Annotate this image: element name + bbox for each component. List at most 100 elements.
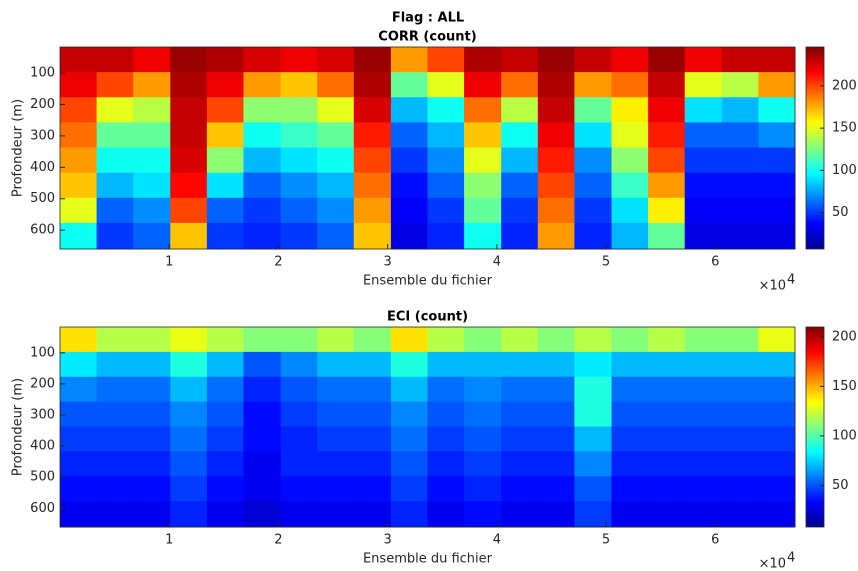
heatmap-cell [684,451,723,477]
heatmap-cell [721,197,759,224]
heatmap-cell [574,327,613,353]
heatmap-cell [464,147,502,174]
heatmap-cell [390,197,428,224]
heatmap-cell [537,72,575,98]
y-axis-label: Profondeur (m) [11,378,26,476]
heatmap-cell [60,351,98,378]
heatmap-cell [758,97,796,123]
heatmap-cell [611,476,649,502]
heatmap-cell [684,376,723,403]
heatmap-cell [721,401,759,428]
heatmap-cell [317,351,355,378]
heatmap-cell [611,401,649,428]
heatmap-cell [133,451,171,477]
heatmap-cell [758,222,796,250]
x-exponent: 4 [787,551,795,566]
heatmap-cell [60,376,98,403]
heatmap-cell [684,222,723,250]
heatmap-cell [390,501,428,528]
y-tick-label: 200 [30,97,55,112]
heatmap-cell [390,97,428,123]
heatmap-cell [96,327,134,353]
heatmap-cell [317,197,355,224]
heatmap-cell [390,147,428,174]
heatmap-cell [390,327,428,353]
heatmap-cell [390,451,428,477]
heatmap-cell [353,147,392,174]
heatmap-cell [427,97,465,123]
heatmap-cell [684,47,723,73]
heatmap-cell [243,122,282,149]
heatmap-cell [280,476,318,502]
heatmap-cell [353,476,392,502]
plot-frame [59,326,796,528]
heatmap-cell [206,476,244,502]
heatmap-cell [317,122,355,149]
figure-title: Flag : ALL [392,11,464,26]
heatmap-cell [170,122,208,149]
heatmap-cell [684,72,723,98]
heatmap-cell [684,172,723,199]
heatmap-cell [501,147,539,174]
heatmap-cell [206,351,244,378]
heatmap-cell [611,351,649,378]
heatmap-cell [574,451,613,477]
heatmap-cell [353,47,392,73]
heatmap-cell [96,197,134,224]
heatmap-cell [537,401,575,428]
heatmap-cell [133,172,171,199]
heatmap-cell [170,476,208,502]
heatmap-cell [758,351,796,378]
heatmap-cell [648,376,686,403]
heatmap-cell [280,147,318,174]
heatmap-cell [648,147,686,174]
x-exponent: 4 [787,273,795,288]
heatmap-cell [427,222,465,250]
heatmap-cell [758,426,796,452]
heatmap-cell [206,122,244,149]
heatmap-cell [60,72,98,98]
heatmap-cell [758,476,796,502]
heatmap-cell [464,72,502,98]
x-tick-label: 6 [711,533,719,548]
heatmap-cell [60,426,98,452]
colorbar-tick-label: 50 [832,205,849,220]
heatmap-cell [537,351,575,378]
heatmap-cell [96,222,134,250]
heatmap-cell [427,476,465,502]
heatmap-cell [684,501,723,528]
heatmap [60,47,796,250]
heatmap-cell [611,426,649,452]
heatmap-cell [317,147,355,174]
heatmap-cell [390,172,428,199]
x-tick-label: 2 [274,533,282,548]
heatmap-cell [758,47,796,73]
heatmap-cell [464,401,502,428]
heatmap-cell [537,451,575,477]
heatmap-cell [133,501,171,528]
heatmap-cell [464,222,502,250]
heatmap-cell [464,47,502,73]
heatmap-cell [721,327,759,353]
heatmap-cell [170,147,208,174]
heatmap-cell [758,451,796,477]
heatmap-cell [611,97,649,123]
heatmap-cell [501,222,539,250]
heatmap-cell [96,72,134,98]
heatmap-cell [464,476,502,502]
heatmap-cell [206,147,244,174]
heatmap-cell [721,122,759,149]
heatmap-cell [96,376,134,403]
heatmap-cell [684,327,723,353]
heatmap-cell [353,97,392,123]
x-exponent-base: ×10 [759,279,786,294]
heatmap-cell [758,147,796,174]
heatmap-cell [243,222,282,250]
heatmap-cell [96,476,134,502]
heatmap-cell [96,147,134,174]
heatmap-cell [317,172,355,199]
heatmap-cell [611,451,649,477]
heatmap-cell [317,72,355,98]
heatmap-cell [243,197,282,224]
heatmap-cell [648,47,686,73]
